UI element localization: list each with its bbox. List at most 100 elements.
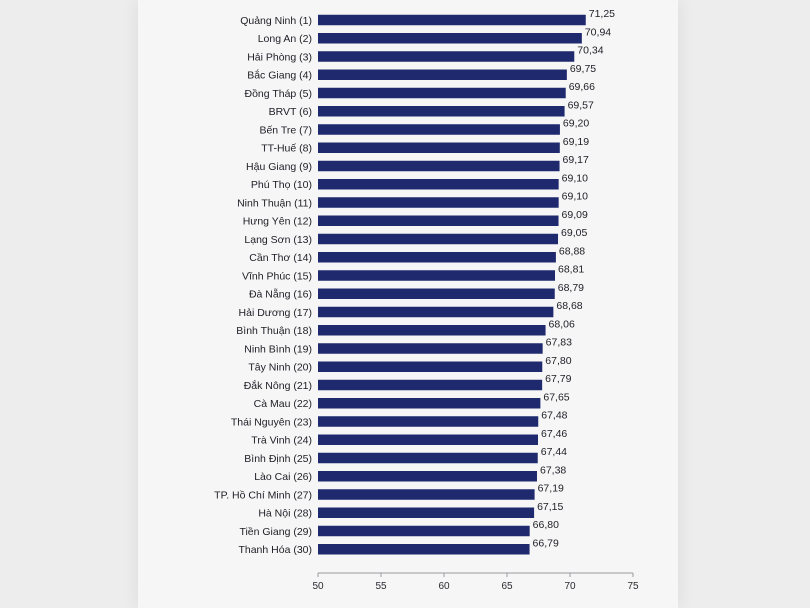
value-label-17: 68,68 bbox=[556, 300, 582, 312]
bar-19 bbox=[318, 343, 543, 354]
bar-10 bbox=[318, 179, 559, 190]
value-label-14: 68,88 bbox=[559, 245, 585, 257]
category-label-5: Đồng Tháp (5) bbox=[244, 88, 312, 100]
value-label-18: 68,06 bbox=[549, 318, 575, 330]
bar-5 bbox=[318, 87, 566, 99]
bar-6 bbox=[318, 106, 565, 117]
bar-9 bbox=[318, 160, 560, 172]
category-label-24: Trà Vinh (24) bbox=[251, 435, 312, 447]
value-label-24: 67,46 bbox=[541, 428, 567, 440]
bar-17 bbox=[318, 306, 554, 318]
value-label-26: 67,38 bbox=[540, 464, 566, 476]
bar-25 bbox=[318, 452, 538, 464]
bar-27 bbox=[318, 489, 535, 500]
category-label-25: Bình Định (25) bbox=[244, 453, 312, 465]
value-label-11: 69,10 bbox=[562, 191, 588, 203]
chart-paper bbox=[138, 0, 678, 608]
bar-13 bbox=[318, 233, 559, 245]
value-label-3: 70,34 bbox=[577, 45, 603, 57]
value-label-5: 69,66 bbox=[569, 81, 595, 93]
category-label-8: TT-Huế (8) bbox=[261, 143, 312, 155]
category-label-12: Hưng Yên (12) bbox=[243, 216, 312, 228]
bar-3 bbox=[318, 51, 575, 62]
category-label-22: Cà Mau (22) bbox=[254, 398, 312, 410]
value-label-8: 69,19 bbox=[563, 136, 589, 148]
category-label-29: Tiền Giang (29) bbox=[239, 526, 312, 538]
category-label-3: Hải Phòng (3) bbox=[247, 51, 312, 63]
value-label-25: 67,44 bbox=[541, 446, 567, 458]
bar-30 bbox=[318, 544, 530, 555]
x-tick-label-55: 55 bbox=[375, 581, 387, 592]
bar-29 bbox=[318, 525, 530, 537]
category-label-6: BRVT (6) bbox=[269, 106, 312, 118]
value-labels-group: 71,25 70,94 70,34 69,75 69,66 69,57 69,20 69,19… bbox=[533, 8, 616, 549]
category-label-4: Bắc Giang (4) bbox=[247, 69, 312, 82]
value-label-23: 67,48 bbox=[541, 410, 567, 422]
bar-2 bbox=[318, 33, 582, 44]
bar-1 bbox=[318, 14, 586, 26]
x-tick-label-75: 75 bbox=[627, 581, 639, 592]
category-label-9: Hậu Giang (9) bbox=[246, 161, 312, 173]
bar-28 bbox=[318, 507, 535, 518]
value-label-1: 71,25 bbox=[589, 8, 615, 20]
value-label-15: 68,81 bbox=[558, 264, 584, 276]
value-label-6: 69,57 bbox=[568, 99, 594, 111]
bar-11 bbox=[318, 197, 559, 208]
bar-7 bbox=[318, 124, 560, 135]
category-labels-group: Quảng Ninh (1) Long An (2) Hải Phòng (3) Bắ… bbox=[214, 15, 312, 556]
bars-group bbox=[318, 14, 586, 555]
value-label-21: 67,79 bbox=[545, 373, 571, 385]
category-label-27: TP. Hồ Chí Minh (27) bbox=[214, 489, 312, 501]
value-label-10: 69,10 bbox=[562, 172, 588, 184]
bar-15 bbox=[318, 270, 556, 281]
bar-24 bbox=[318, 434, 538, 445]
value-label-7: 69,20 bbox=[563, 118, 589, 130]
category-label-13: Lạng Sơn (13) bbox=[244, 234, 312, 246]
x-tick-label-70: 70 bbox=[564, 581, 576, 592]
value-label-19: 67,83 bbox=[546, 337, 572, 349]
bar-14 bbox=[318, 252, 556, 263]
category-label-19: Ninh Bình (19) bbox=[244, 343, 312, 355]
bar-12 bbox=[318, 215, 559, 226]
value-label-29: 66,80 bbox=[533, 519, 559, 531]
value-label-12: 69,09 bbox=[562, 209, 588, 221]
value-label-28: 67,15 bbox=[537, 501, 563, 513]
bar-23 bbox=[318, 416, 539, 427]
bar-8 bbox=[318, 142, 560, 153]
category-label-17: Hải Dương (17) bbox=[239, 307, 312, 319]
value-label-22: 67,65 bbox=[543, 391, 569, 403]
value-label-9: 69,17 bbox=[563, 154, 589, 166]
category-label-30: Thanh Hóa (30) bbox=[238, 544, 312, 556]
category-label-7: Bến Tre (7) bbox=[259, 124, 312, 136]
value-label-20: 67,80 bbox=[545, 355, 571, 367]
value-label-2: 70,94 bbox=[585, 26, 611, 38]
x-tick-label-50: 50 bbox=[312, 581, 324, 592]
x-axis: 50 55 60 65 70 75 bbox=[312, 572, 639, 592]
bar-26 bbox=[318, 471, 537, 482]
category-label-26: Lào Cai (26) bbox=[254, 471, 312, 483]
bar-16 bbox=[318, 288, 555, 299]
value-label-30: 66,79 bbox=[533, 537, 559, 549]
value-label-16: 68,79 bbox=[558, 282, 584, 294]
category-label-2: Long An (2) bbox=[258, 33, 312, 45]
value-label-27: 67,19 bbox=[538, 483, 564, 495]
category-label-28: Hà Nội (28) bbox=[258, 508, 312, 520]
category-label-21: Đắk Nông (21) bbox=[244, 379, 312, 392]
category-label-1: Quảng Ninh (1) bbox=[240, 15, 312, 27]
category-label-16: Đà Nẵng (16) bbox=[249, 288, 312, 301]
value-label-13: 69,05 bbox=[561, 227, 587, 239]
bar-20 bbox=[318, 361, 543, 372]
category-label-23: Thái Nguyên (23) bbox=[231, 416, 312, 428]
bar-21 bbox=[318, 379, 543, 391]
category-label-11: Ninh Thuận (11) bbox=[237, 197, 312, 209]
bar-22 bbox=[318, 398, 541, 409]
value-label-4: 69,75 bbox=[570, 63, 596, 75]
category-label-15: Vĩnh Phúc (15) bbox=[242, 270, 312, 282]
x-tick-label-65: 65 bbox=[501, 581, 513, 592]
category-label-14: Cần Thơ (14) bbox=[249, 252, 312, 264]
category-label-10: Phú Thọ (10) bbox=[251, 179, 312, 191]
x-tick-label-60: 60 bbox=[438, 581, 450, 592]
category-label-20: Tây Ninh (20) bbox=[248, 362, 312, 374]
